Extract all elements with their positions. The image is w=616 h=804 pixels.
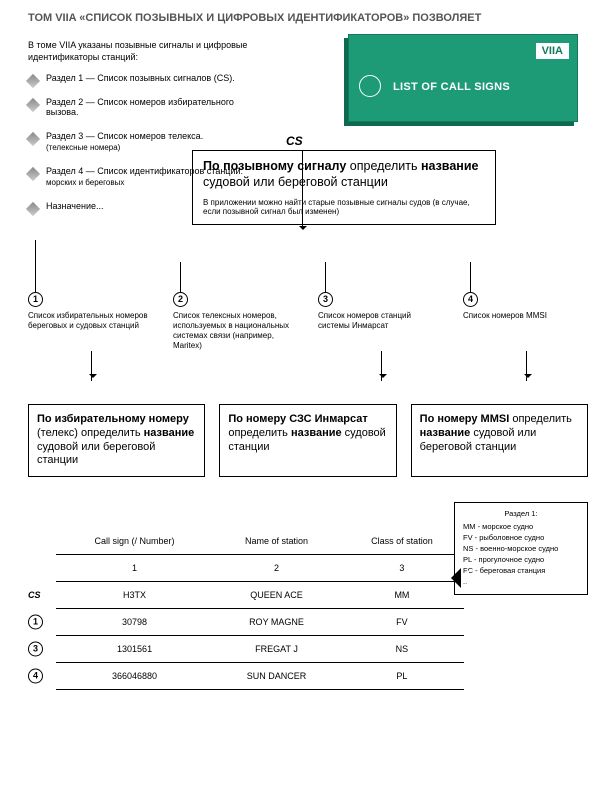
itu-logo-icon <box>359 75 381 97</box>
four-columns: 1 Список избирательных номеров береговых … <box>28 292 588 351</box>
num-4-icon: 4 <box>463 292 478 307</box>
row-num-icon: 3 <box>28 642 43 657</box>
cell-callsign: 3660468804 <box>56 663 213 690</box>
book-badge: VIIA <box>536 43 569 59</box>
cell-name: FREGAT J <box>213 636 340 663</box>
four-txt-2: Список телексных номеров, используемых в… <box>173 311 298 351</box>
cell-callsign: 307981 <box>56 609 213 636</box>
legend-item: MM - морское судно <box>463 522 579 531</box>
left-item-1: Раздел 1 — Список позывных сигналов (CS)… <box>28 73 258 83</box>
main-definition-box: По позывному сигналу определить название… <box>192 150 496 225</box>
cs-pointer-label: CS <box>286 134 303 148</box>
left-intro: В томе VIIA указаны позывные сигналы и ц… <box>28 40 258 63</box>
book-illustration: VIIA LIST OF CALL SIGNS AND NUMERICAL ID… <box>278 34 578 141</box>
legend-callout: Раздел 1: MM - морское судно FV - рыболов… <box>454 502 588 595</box>
th-callsign: Call sign (/ Number) <box>56 528 213 555</box>
row-num-icon: 1 <box>28 615 43 630</box>
sub-1: 1 <box>56 555 213 582</box>
tbox-2: По номеру СЗС Инмарсат определить назван… <box>219 404 396 477</box>
cell-callsign: 13015613 <box>56 636 213 663</box>
row-num-icon: 4 <box>28 669 43 684</box>
legend-item: FV - рыболовное судно <box>463 533 579 542</box>
cell-class: NS <box>340 636 464 663</box>
cell-name: ROY MAGNE <box>213 609 340 636</box>
th-class: Class of station <box>340 528 464 555</box>
cell-callsign: H3TXCS <box>56 582 213 609</box>
four-txt-1: Список избирательных номеров береговых и… <box>28 311 153 331</box>
cell-name: SUN DANCER <box>213 663 340 690</box>
num-2-icon: 2 <box>173 292 188 307</box>
row-cs-label: CS <box>28 590 41 600</box>
cell-name: QUEEN ACE <box>213 582 340 609</box>
sub-2: 2 <box>213 555 340 582</box>
legend-item: ... <box>463 577 579 586</box>
num-3-icon: 3 <box>318 292 333 307</box>
mainbox-b1: По позывному сигналу <box>203 159 346 173</box>
legend-item: NS - военно-морское судно <box>463 544 579 553</box>
legend-item: FC - береговая станция <box>463 566 579 575</box>
tbox-1: По избирательному номеру (телекс) опреде… <box>28 404 205 477</box>
mainbox-note: В приложении можно найти старые позывные… <box>203 198 485 216</box>
example-table: Call sign (/ Number) Name of station Cla… <box>56 528 464 690</box>
num-1-icon: 1 <box>28 292 43 307</box>
legend-item: PL - прогулочное судно <box>463 555 579 564</box>
three-boxes: По избирательному номеру (телекс) опреде… <box>28 404 588 477</box>
page-title: ТОМ VIIA «СПИСОК ПОЗЫВНЫХ И ЦИФРОВЫХ ИДЕ… <box>28 12 588 24</box>
book-title-2: AND NUMERICAL IDENTITIES <box>393 130 565 143</box>
th-name: Name of station <box>213 528 340 555</box>
left-item-2: Раздел 2 — Список номеров избирательного… <box>28 97 258 117</box>
book-title-1: LIST OF CALL SIGNS <box>393 81 565 94</box>
cell-class: PL <box>340 663 464 690</box>
legend-title: Раздел 1: <box>463 509 579 518</box>
mainbox-b2: название <box>421 159 479 173</box>
four-txt-3: Список номеров станций системы Инмарсат <box>318 311 443 331</box>
mainbox-r1: определить <box>346 159 421 173</box>
mainbox-r2: судовой или береговой станции <box>203 175 388 189</box>
cell-class: FV <box>340 609 464 636</box>
four-txt-4: Список номеров MMSI <box>463 311 588 321</box>
tbox-3: По номеру MMSI определить название судов… <box>411 404 588 477</box>
